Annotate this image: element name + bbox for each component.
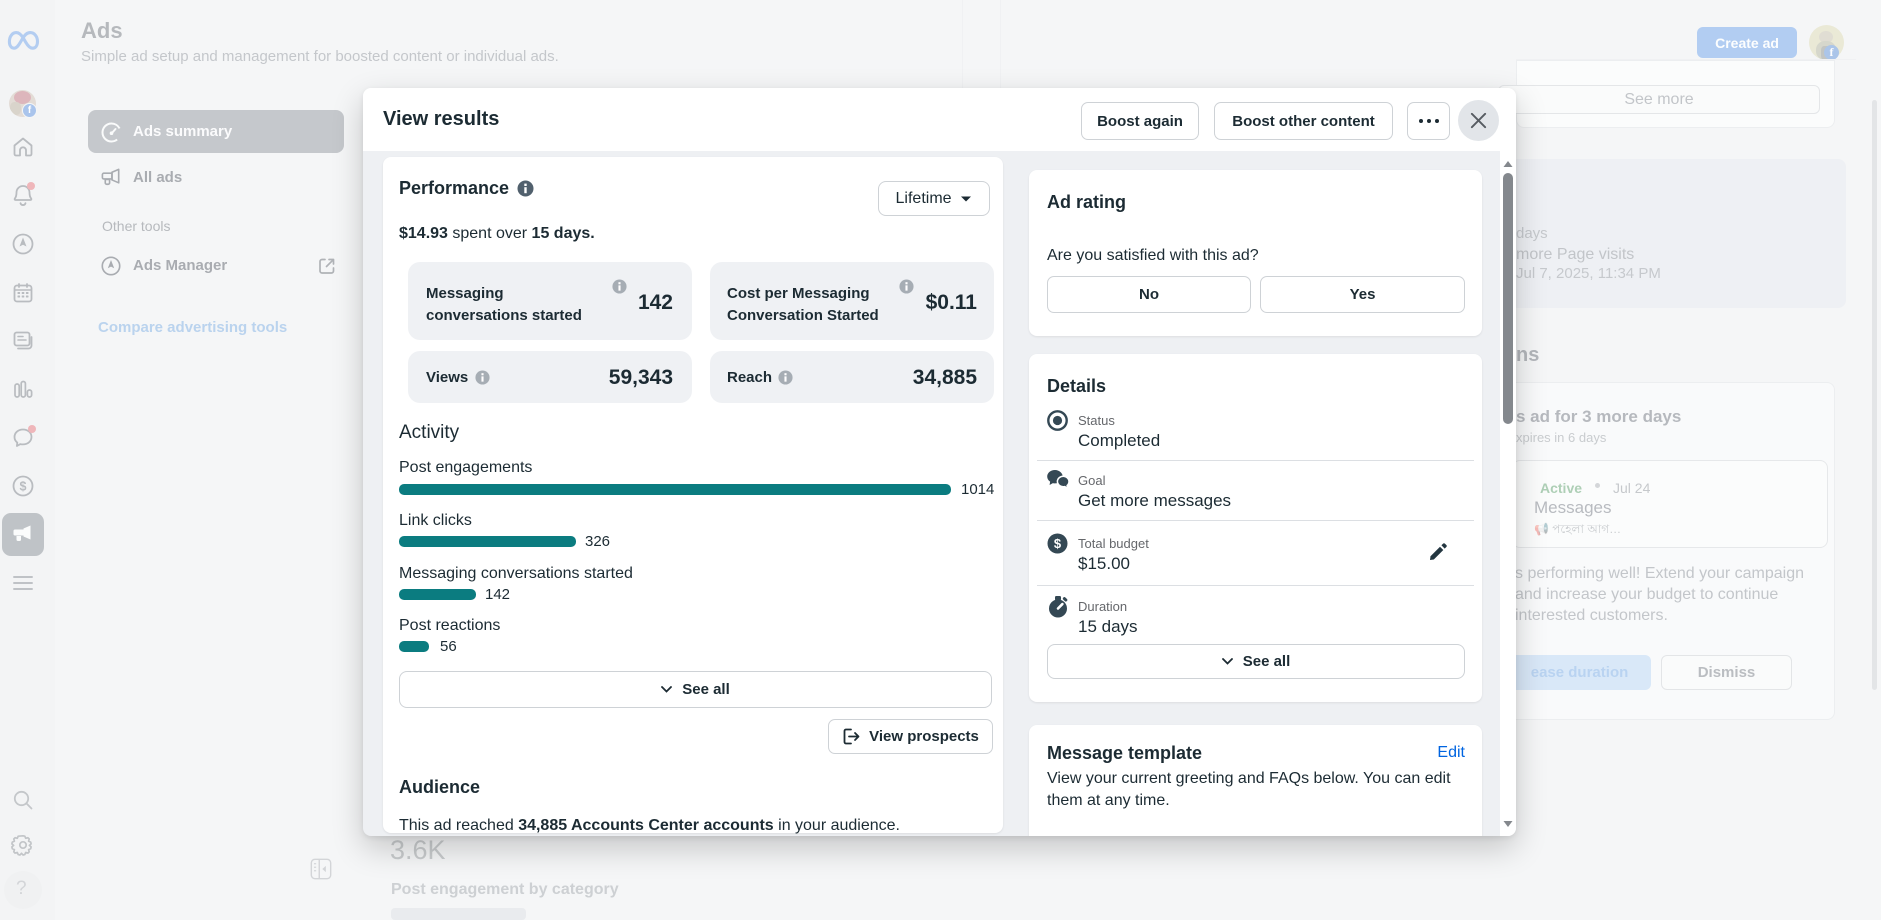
- svg-text:$: $: [20, 479, 27, 493]
- svg-text:$: $: [1054, 536, 1062, 551]
